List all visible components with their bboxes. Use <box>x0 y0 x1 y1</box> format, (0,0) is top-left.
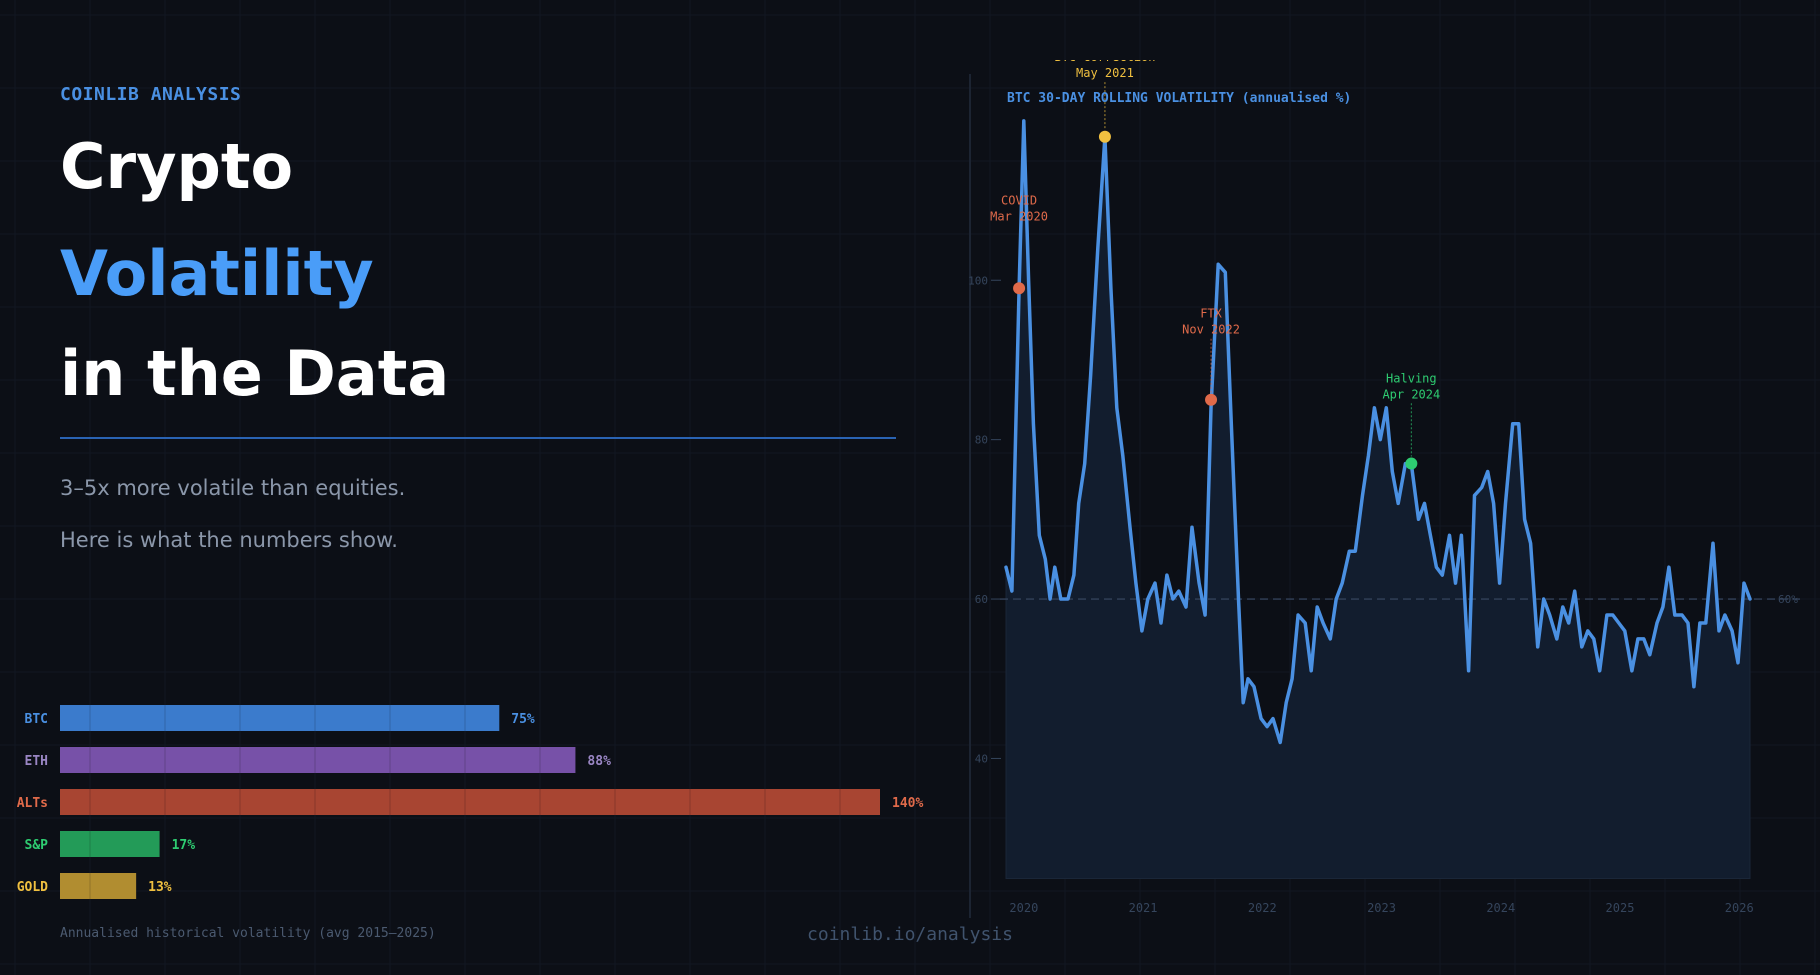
subtitle-line-2: Here is what the numbers show. <box>60 528 398 552</box>
annotation-label: Apr 2024 <box>1382 387 1440 401</box>
headline-line-1: Crypto <box>60 130 294 203</box>
bar-sp <box>60 831 160 857</box>
x-tick-label: 2024 <box>1486 901 1515 915</box>
subtitle-line-1: 3–5x more volatile than equities. <box>60 476 406 500</box>
bar-value-label: 140% <box>892 796 923 811</box>
bar-category-label: S&P <box>25 838 49 853</box>
annotation-marker <box>1098 130 1111 143</box>
headline-line-2: Volatility <box>60 237 374 310</box>
y-tick-label: 40 <box>975 752 988 765</box>
y-tick-label: 60 <box>975 593 988 606</box>
y-tick-label: 100 <box>968 274 988 287</box>
bar-category-label: ETH <box>25 754 48 769</box>
annotation-marker <box>1013 282 1026 295</box>
headline-divider <box>60 437 896 439</box>
footer-url: coinlib.io/analysis <box>807 924 1013 945</box>
bar-value-label: 75% <box>511 712 535 727</box>
x-tick-label: 2021 <box>1129 901 1158 915</box>
bar-category-label: BTC <box>25 712 48 727</box>
panel-divider <box>969 74 971 918</box>
btc-volatility-chart: 40 60 80 100 60% 2020 2021 2022 2023 2024 2025 2026… <box>968 60 1800 915</box>
x-tick-label: 2023 <box>1367 901 1396 915</box>
bar-category-label: ALTs <box>17 796 48 811</box>
annotation-label: May 2021 <box>1076 66 1134 80</box>
bar-value-label: 17% <box>172 838 196 853</box>
x-tick-label: 2020 <box>1009 901 1038 915</box>
bar-alts <box>60 789 880 815</box>
bar-value-label: 13% <box>148 880 172 895</box>
bar-value-label: 88% <box>587 754 611 769</box>
bar-btc <box>60 705 500 731</box>
x-tick-label: 2026 <box>1725 901 1754 915</box>
annotation-marker <box>1205 393 1218 406</box>
annotation-label: Nov 2022 <box>1182 323 1240 337</box>
y-tick-label: 80 <box>975 434 988 447</box>
bar-eth <box>60 747 576 773</box>
annotation-label: COVID <box>1001 194 1037 208</box>
annotation-label: FTX <box>1200 307 1222 321</box>
reference-line-label: 60% <box>1778 593 1798 606</box>
chart-title: BTC 30-DAY ROLLING VOLATILITY (annualise… <box>1007 91 1351 106</box>
bar-gold <box>60 873 137 899</box>
annotation-label: Mar 2020 <box>990 210 1048 224</box>
bar-category-label: GOLD <box>17 880 48 895</box>
annotation-label: BTC correction <box>1054 60 1155 64</box>
annotation-marker <box>1405 457 1418 470</box>
volatility-area-fill <box>1005 120 1751 879</box>
annotation-label: Halving <box>1386 371 1437 385</box>
btc-volatility-line <box>1004 119 1752 745</box>
bar-chart-caption: Annualised historical volatility (avg 20… <box>60 926 436 941</box>
headline-line-3: in the Data <box>60 337 450 410</box>
x-tick-label: 2022 <box>1248 901 1277 915</box>
brand-label: COINLIB ANALYSIS <box>60 84 242 105</box>
x-tick-label: 2025 <box>1606 901 1635 915</box>
volatility-bar-chart: BTC 75% ETH 88% ALTs 140% S&P 17% GOLD 13% <box>17 705 923 899</box>
